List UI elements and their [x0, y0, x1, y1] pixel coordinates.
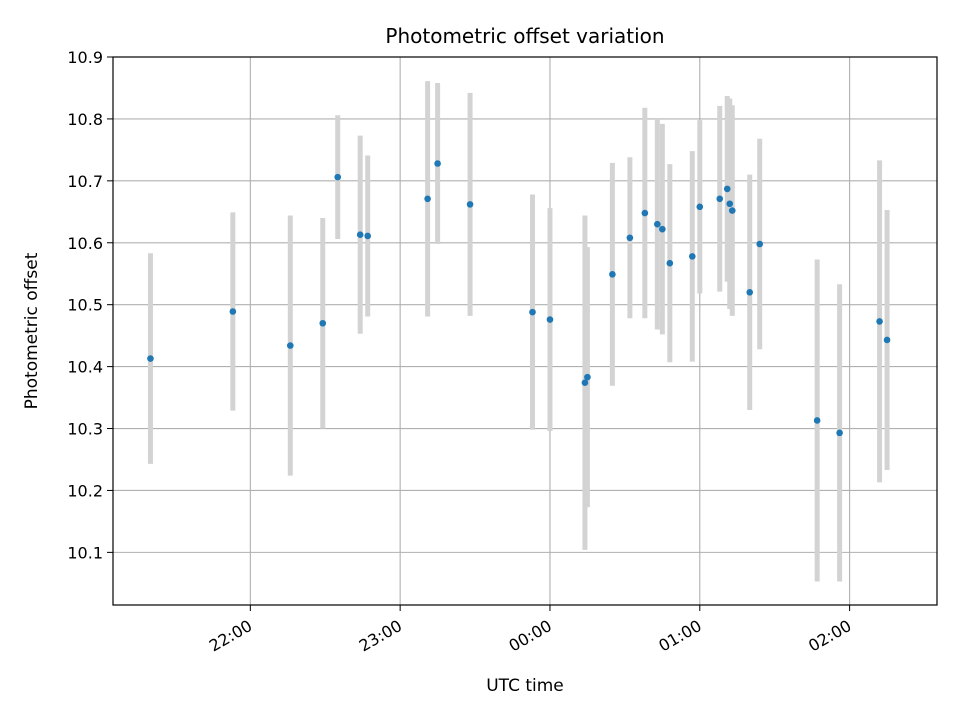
data-point	[609, 271, 616, 278]
chart-title: Photometric offset variation	[385, 24, 664, 48]
y-tick-label: 10.8	[67, 110, 103, 129]
data-point	[147, 355, 154, 362]
data-point	[466, 201, 474, 208]
y-tick-label: 10.6	[67, 234, 103, 253]
data-point	[756, 240, 764, 248]
data-point	[836, 429, 843, 437]
data-point	[696, 203, 704, 211]
data-point	[581, 379, 589, 387]
plot-frame	[112, 56, 938, 606]
data-point	[364, 232, 371, 240]
data-point	[229, 308, 237, 315]
data-point	[641, 209, 649, 217]
data-point	[334, 173, 342, 181]
y-tick-label: 10.7	[67, 172, 103, 191]
data-point	[626, 234, 634, 242]
data-point	[434, 160, 441, 167]
data-point	[876, 318, 883, 325]
data-point	[688, 253, 696, 260]
data-point	[746, 288, 754, 296]
data-point	[546, 316, 554, 323]
data-point	[813, 417, 821, 424]
data-point	[356, 231, 364, 239]
y-axis: 10.1 10.2 10.3 10.4 10.5 10.6 10.7 10.8 10.9	[67, 48, 113, 562]
y-tick-label: 10.4	[67, 358, 103, 377]
data-point	[286, 342, 294, 349]
y-tick-label: 10.1	[67, 543, 103, 562]
data-point	[728, 207, 736, 214]
data-point	[584, 373, 591, 381]
data-point	[529, 308, 536, 316]
data-points	[147, 160, 891, 437]
data-point	[424, 195, 431, 203]
data-point	[654, 220, 661, 228]
x-axis-label: UTC time	[486, 676, 564, 696]
y-tick-label: 10.9	[67, 48, 103, 67]
y-axis-label: Photometric offset	[22, 252, 42, 409]
data-point	[723, 185, 731, 193]
data-point	[883, 336, 891, 344]
data-point	[716, 195, 724, 203]
y-tick-label: 10.5	[67, 296, 103, 315]
data-point	[659, 225, 666, 233]
y-tick-label: 10.3	[67, 420, 103, 439]
y-tick-label: 10.2	[67, 481, 103, 500]
data-point	[319, 319, 327, 327]
data-point	[666, 259, 674, 267]
data-point	[726, 200, 734, 208]
